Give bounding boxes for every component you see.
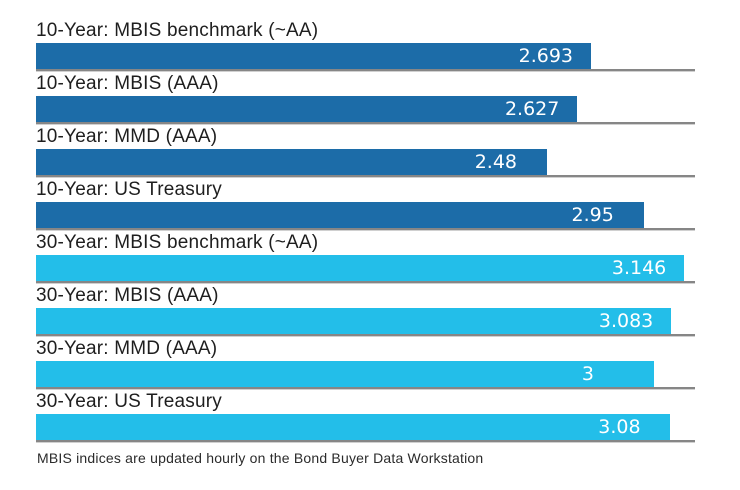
bar-value-label: 3.083 bbox=[598, 310, 654, 332]
category-label: 30-Year: MBIS (AAA) bbox=[36, 285, 219, 306]
bar-track: 2.693 bbox=[36, 43, 695, 69]
chart-row: 10-Year: MBIS benchmark (~AA) 2.693 bbox=[36, 19, 695, 72]
baseline-gridline bbox=[36, 387, 695, 390]
category-label: 30-Year: US Treasury bbox=[36, 391, 222, 412]
category-label: 10-Year: MBIS benchmark (~AA) bbox=[36, 20, 319, 41]
bar-track: 2.627 bbox=[36, 96, 695, 122]
bar: 2.95 bbox=[36, 202, 644, 228]
baseline-gridline bbox=[36, 281, 695, 284]
bar-value-label: 2.48 bbox=[474, 151, 518, 173]
baseline-gridline bbox=[36, 228, 695, 231]
category-label: 30-Year: MMD (AAA) bbox=[36, 338, 218, 359]
baseline-gridline bbox=[36, 175, 695, 178]
bar: 2.627 bbox=[36, 96, 577, 122]
bar-value-label: 3 bbox=[581, 363, 594, 385]
bar-track: 2.95 bbox=[36, 202, 695, 228]
bar: 2.693 bbox=[36, 43, 591, 69]
chart-footnote: MBIS indices are updated hourly on the B… bbox=[37, 450, 484, 466]
bar-track: 3 bbox=[36, 361, 695, 387]
category-label: 10-Year: MBIS (AAA) bbox=[36, 73, 219, 94]
bar-value-label: 2.693 bbox=[518, 45, 574, 67]
chart-plot-area: 10-Year: MBIS benchmark (~AA) 2.693 10-Y… bbox=[36, 19, 695, 443]
bar: 2.48 bbox=[36, 149, 547, 175]
category-label: 10-Year: US Treasury bbox=[36, 179, 222, 200]
chart-row: 30-Year: MBIS benchmark (~AA) 3.146 bbox=[36, 231, 695, 284]
bar-track: 3.08 bbox=[36, 414, 695, 440]
bar-track: 2.48 bbox=[36, 149, 695, 175]
bar-value-label: 2.95 bbox=[571, 204, 614, 226]
bar-value-label: 3.08 bbox=[598, 416, 641, 438]
bar: 3.08 bbox=[36, 414, 671, 440]
baseline-gridline bbox=[36, 69, 695, 72]
chart-row: 30-Year: MBIS (AAA) 3.083 bbox=[36, 284, 695, 337]
bar: 3.083 bbox=[36, 308, 671, 334]
category-label: 30-Year: MBIS benchmark (~AA) bbox=[36, 232, 319, 253]
baseline-gridline bbox=[36, 334, 695, 337]
bar-track: 3.083 bbox=[36, 308, 695, 334]
bar: 3 bbox=[36, 361, 654, 387]
baseline-gridline bbox=[36, 440, 695, 443]
bar-value-label: 3.146 bbox=[611, 257, 667, 279]
chart-row: 30-Year: US Treasury 3.08 bbox=[36, 390, 695, 443]
bar-value-label: 2.627 bbox=[504, 98, 560, 120]
category-label: 10-Year: MMD (AAA) bbox=[36, 126, 218, 147]
chart-row: 10-Year: US Treasury 2.95 bbox=[36, 178, 695, 231]
bar: 3.146 bbox=[36, 255, 684, 281]
chart-row: 10-Year: MBIS (AAA) 2.627 bbox=[36, 72, 695, 125]
baseline-gridline bbox=[36, 122, 695, 125]
chart-rows: 10-Year: MBIS benchmark (~AA) 2.693 10-Y… bbox=[36, 19, 695, 443]
chart-row: 10-Year: MMD (AAA) 2.48 bbox=[36, 125, 695, 178]
chart-row: 30-Year: MMD (AAA) 3 bbox=[36, 337, 695, 390]
bar-track: 3.146 bbox=[36, 255, 695, 281]
